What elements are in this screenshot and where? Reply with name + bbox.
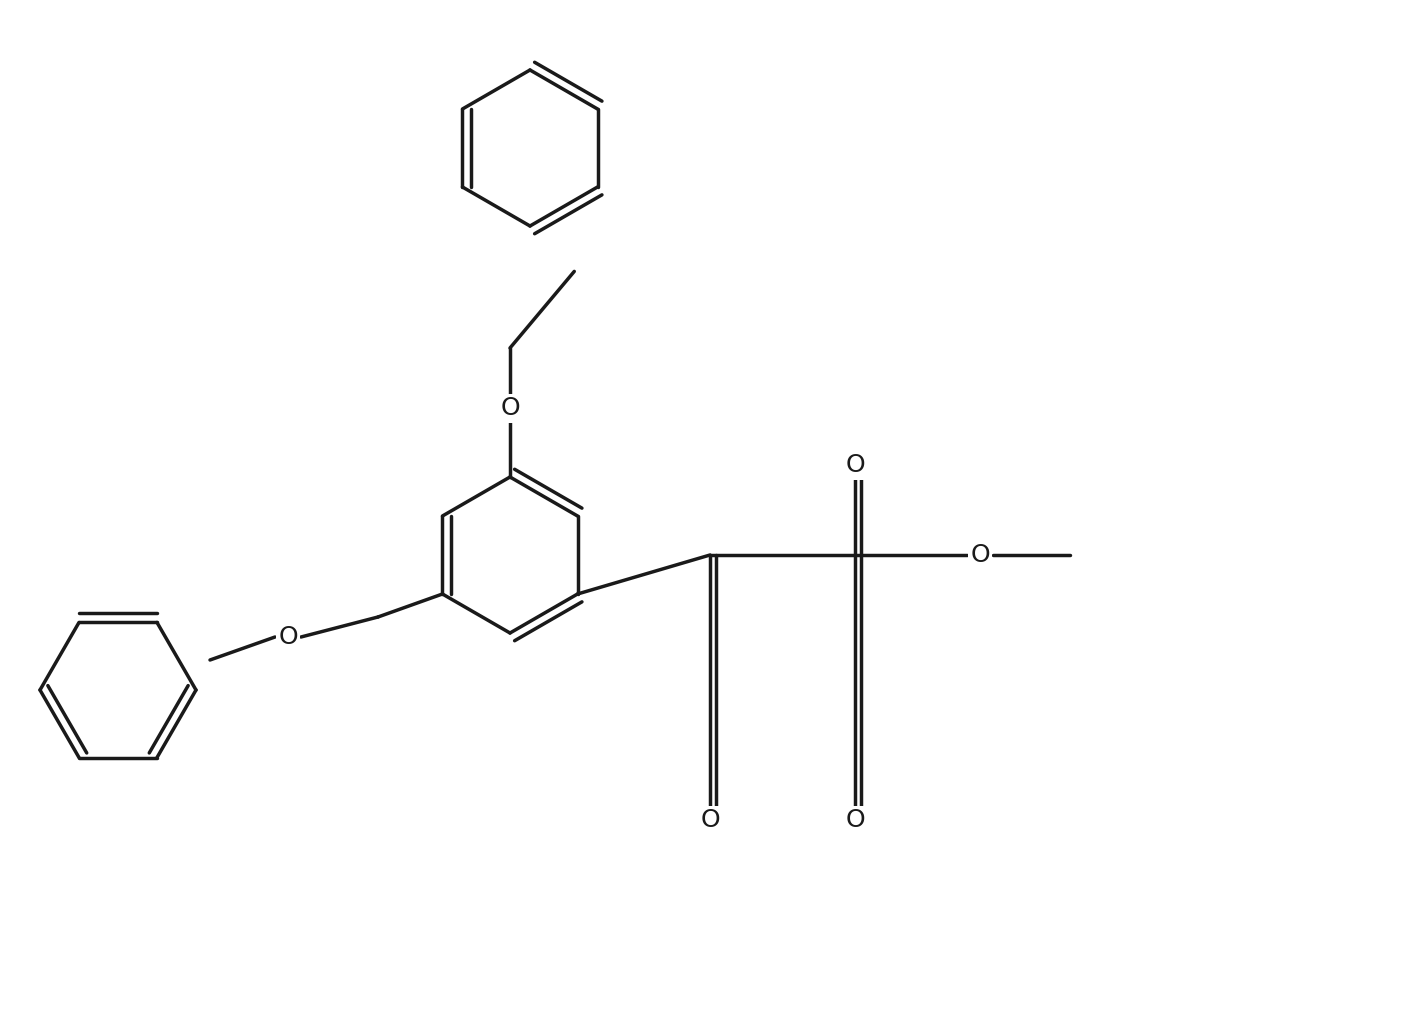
Text: O: O [501,396,519,420]
Text: O: O [845,453,865,477]
Text: O: O [278,625,298,649]
Text: O: O [845,808,865,832]
Text: O: O [701,808,719,832]
Text: O: O [970,543,990,567]
